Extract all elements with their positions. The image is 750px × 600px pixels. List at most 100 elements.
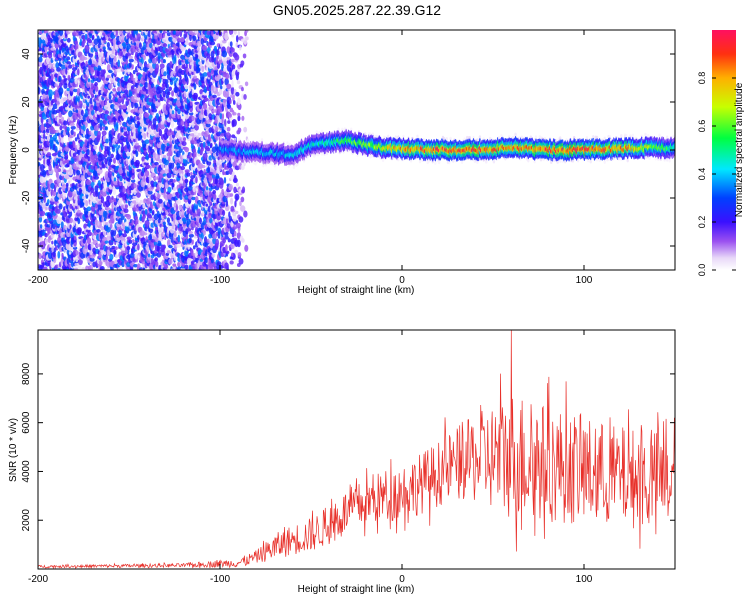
spectrogram-cell	[109, 253, 114, 261]
spectrogram-cell	[239, 45, 242, 51]
spectrogram-cell	[84, 241, 88, 250]
spectrogram-cell	[230, 94, 235, 99]
spectrogram-cell	[90, 82, 94, 90]
spectrogram-cell	[168, 86, 173, 92]
spectrogram-cell	[59, 141, 65, 148]
spectrogram-cell	[203, 168, 206, 174]
spectrogram-cell	[235, 210, 239, 214]
spectrogram-cell	[46, 158, 52, 164]
spectrogram-cell	[222, 209, 226, 217]
spectrogram-cell	[52, 134, 58, 141]
spectrogram-cell	[202, 141, 206, 148]
spectrogram-cell	[238, 216, 244, 223]
spectrogram-cell	[97, 130, 101, 139]
spectrogram-cell	[169, 178, 174, 183]
spectrogram-cell	[77, 68, 80, 76]
spectrogram-cell	[149, 233, 152, 240]
spectrogram-cell	[57, 168, 62, 173]
spectrogram-cell	[234, 193, 240, 201]
spectrogram-cell	[237, 127, 242, 133]
spectrogram-cell	[145, 164, 151, 169]
spectrogram-cell	[191, 116, 196, 121]
spectrogram-cell	[221, 113, 225, 120]
spectrogram-cell	[184, 178, 189, 184]
spectrogram-cell	[183, 64, 186, 70]
spectrogram-cell	[113, 177, 117, 182]
spectrogram-cell	[97, 30, 101, 34]
spectrogram-cell	[52, 103, 58, 110]
spectrogram-cell	[126, 245, 131, 251]
spectrogram-cell	[175, 203, 179, 211]
spectrogram-cell	[207, 165, 211, 173]
spectrogram-cell	[72, 63, 75, 68]
spectrogram-cell	[126, 236, 132, 240]
spectrogram-cell	[107, 146, 111, 152]
spectrogram-cell	[231, 252, 234, 258]
spectrogram-cell	[229, 99, 232, 104]
spectrogram-cell	[226, 126, 231, 132]
spectrogram-cell	[58, 87, 64, 96]
spectrogram-cell	[231, 118, 237, 127]
spectrogram-cell	[42, 266, 48, 270]
spectrogram-cell	[162, 59, 167, 64]
spectrogram-cell	[217, 227, 222, 235]
spectrogram-cell	[94, 82, 98, 87]
spectrogram-cell	[66, 37, 71, 43]
spectrogram-cell	[70, 125, 76, 130]
spectrogram-cell	[85, 200, 89, 207]
spectrogram-cell	[231, 33, 235, 38]
spectrogram-cell	[161, 231, 164, 239]
spectrogram-cell	[88, 39, 93, 44]
spectrogram-cell	[201, 107, 204, 115]
spectrogram-cell	[245, 36, 249, 41]
spectrogram-cell	[97, 220, 100, 226]
spectrogram-cell	[41, 215, 45, 219]
spectrogram-cell	[191, 239, 194, 245]
spectrogram-cell	[106, 42, 110, 49]
spectrogram-cell	[85, 60, 88, 66]
spectrogram-cell	[61, 252, 64, 258]
spectrogram-cell	[229, 41, 233, 47]
spectrogram-cell	[229, 193, 234, 197]
spectrogram-cell	[168, 156, 171, 162]
spectrogram-cell	[144, 208, 148, 215]
spectrogram-cell	[80, 109, 84, 117]
spectrogram-cell	[113, 249, 117, 255]
spectrogram-cell	[44, 232, 48, 238]
spectrogram-cell	[48, 51, 53, 59]
spectrogram-cell	[86, 206, 92, 212]
spectrogram-cell	[180, 166, 186, 171]
spectrogram-cell	[56, 208, 61, 214]
spectrogram-cell	[102, 46, 106, 50]
spectrogram-cell	[47, 217, 53, 222]
spectrogram-cell	[105, 138, 109, 144]
spectrogram-cell	[122, 112, 127, 119]
spectrogram-cell	[220, 179, 225, 186]
spectrogram-cell	[202, 72, 208, 77]
spectrogram-cell	[104, 126, 108, 131]
spectrogram-cell	[165, 79, 169, 84]
spectrogram-cell	[70, 129, 74, 136]
spectrogram-cell	[76, 227, 82, 234]
spectrogram-cell	[236, 80, 241, 85]
spectrogram-cell	[237, 31, 240, 37]
spectrogram-cell	[196, 46, 200, 52]
spectrogram-cell	[78, 164, 82, 168]
spectrogram-cell	[243, 210, 248, 218]
spectrogram-cell	[38, 253, 42, 260]
spectrogram-cell	[99, 119, 104, 127]
spectrogram-cell	[114, 254, 118, 259]
spectrogram-cell	[46, 152, 52, 156]
spectrogram-cell	[110, 153, 114, 159]
spectrogram-cell	[197, 132, 202, 137]
spectrogram-cell	[85, 179, 92, 186]
spectrogram-cell	[143, 132, 147, 140]
spectrogram-cell	[123, 208, 129, 214]
spectrogram-cell	[113, 55, 117, 62]
spectrogram-cell	[126, 151, 131, 157]
spectrogram-cell	[218, 88, 223, 95]
spectrogram-cell	[95, 85, 99, 92]
spectrogram-cell	[167, 186, 172, 193]
chart-title: GN05.2025.287.22.39.G12	[273, 2, 441, 18]
spectrogram-cell	[151, 209, 155, 215]
